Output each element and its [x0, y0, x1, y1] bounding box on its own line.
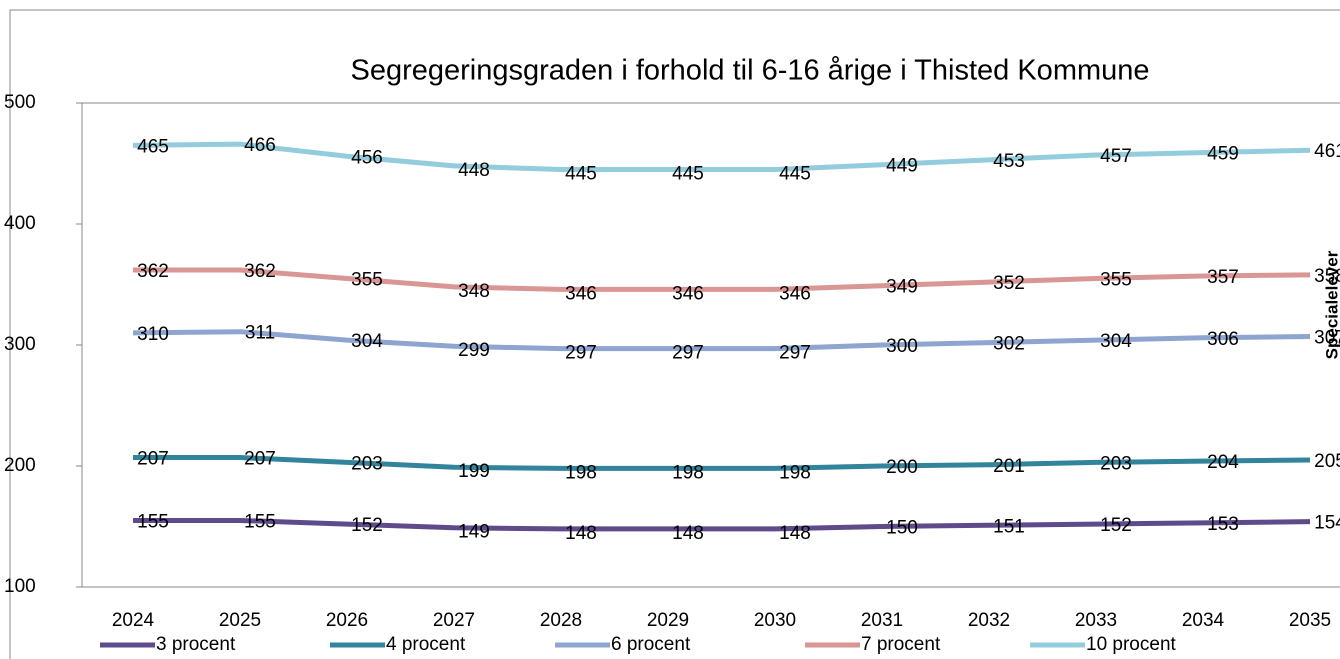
series-line	[133, 267, 1311, 292]
data-label: 448	[458, 160, 490, 181]
x-tick-label: 2030	[754, 610, 796, 631]
data-label: 357	[1207, 267, 1239, 288]
data-label: 355	[351, 269, 383, 290]
legend-label: 6 procent	[611, 634, 691, 655]
data-label: 459	[1207, 144, 1239, 165]
data-label: 198	[565, 462, 597, 483]
data-label: 346	[779, 283, 811, 304]
data-label: 445	[672, 164, 704, 185]
chart-border	[9, 9, 1340, 659]
legend-label: 10 procent	[1086, 634, 1177, 655]
x-tick-label: 2032	[968, 610, 1010, 631]
legend-label: 4 procent	[386, 634, 466, 655]
data-label: 355	[1100, 269, 1132, 290]
data-label: 362	[244, 261, 276, 282]
data-label: 154	[1314, 513, 1340, 534]
data-label: 153	[1207, 514, 1239, 535]
data-label: 155	[244, 511, 276, 532]
data-label: 148	[672, 523, 704, 544]
data-label: 300	[886, 336, 918, 357]
data-label: 152	[351, 515, 383, 536]
data-label: 204	[1207, 452, 1239, 473]
x-tick-label: 2033	[1075, 610, 1117, 631]
data-label: 306	[1207, 329, 1239, 350]
data-label: 201	[993, 456, 1025, 477]
y-tick-label: 200	[4, 455, 36, 476]
legend-label: 3 procent	[156, 634, 236, 655]
data-label: 198	[672, 462, 704, 483]
data-label: 311	[245, 323, 275, 344]
data-label: 297	[779, 343, 811, 364]
data-label: 358	[1314, 266, 1340, 287]
data-label: 152	[1100, 515, 1132, 536]
x-tick-label: 2024	[112, 610, 155, 631]
x-tick-label: 2029	[647, 610, 689, 631]
y-tick-label: 400	[4, 213, 36, 234]
data-label: 362	[137, 261, 169, 282]
data-label: 456	[351, 147, 383, 168]
data-label: 461	[1314, 141, 1340, 162]
data-label: 207	[137, 449, 169, 470]
data-label: 205	[1314, 451, 1340, 472]
y-tick-label: 300	[4, 334, 36, 355]
data-label: 203	[351, 453, 383, 474]
x-tick-label: 2025	[219, 610, 261, 631]
chart-title: Segregeringsgraden i forhold til 6-16 år…	[350, 55, 1149, 87]
data-label: 346	[565, 283, 597, 304]
data-label: 199	[458, 461, 490, 482]
data-label: 148	[779, 523, 811, 544]
data-label: 352	[993, 273, 1025, 294]
data-label: 466	[244, 135, 276, 156]
series-line	[133, 517, 1311, 532]
data-label: 304	[351, 331, 383, 352]
data-label: 299	[458, 340, 490, 361]
data-label: 304	[1100, 331, 1132, 352]
data-label: 297	[672, 343, 704, 364]
x-tick-label: 2035	[1289, 610, 1331, 631]
data-label: 148	[565, 523, 597, 544]
series-line	[132, 329, 1311, 352]
legend-label: 7 procent	[861, 634, 941, 655]
data-label: 297	[565, 343, 597, 364]
series-line	[133, 455, 1311, 471]
y2-axis-label: Specialelever	[1322, 250, 1340, 359]
data-label: 310	[137, 324, 169, 345]
x-tick-label: 2026	[326, 610, 368, 631]
data-label: 307	[1314, 328, 1340, 349]
data-label: 198	[779, 462, 811, 483]
data-label: 453	[993, 151, 1025, 172]
data-label: 151	[993, 516, 1025, 537]
data-label: 150	[886, 518, 918, 539]
data-label: 346	[672, 283, 704, 304]
data-label: 349	[886, 277, 918, 298]
x-tick-label: 2034	[1182, 610, 1225, 631]
data-label: 203	[1100, 453, 1132, 474]
y-tick-label: 500	[4, 92, 36, 113]
x-tick-label: 2028	[540, 610, 582, 631]
data-label: 457	[1100, 146, 1132, 167]
series-line	[132, 141, 1311, 173]
data-label: 155	[137, 511, 169, 532]
data-label: 149	[458, 522, 490, 543]
data-label: 445	[565, 164, 597, 185]
x-tick-label: 2027	[433, 610, 475, 631]
data-label: 207	[244, 449, 276, 470]
data-label: 449	[886, 156, 918, 177]
x-tick-label: 2031	[861, 610, 903, 631]
y-tick-label: 100	[4, 576, 36, 597]
data-label: 302	[993, 334, 1025, 355]
data-label: 200	[886, 457, 918, 478]
data-label: 445	[779, 164, 811, 185]
data-label: 348	[458, 281, 490, 302]
data-label: 465	[137, 136, 169, 157]
